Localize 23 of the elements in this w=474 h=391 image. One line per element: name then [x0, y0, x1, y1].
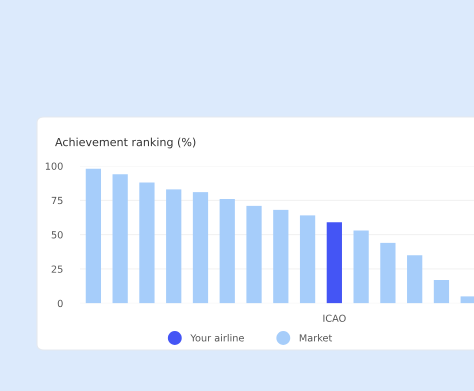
- bar: [220, 198, 235, 304]
- bar: [353, 230, 369, 304]
- bar: [300, 215, 316, 304]
- bar: [139, 182, 155, 304]
- bar: [434, 280, 450, 304]
- chart-title: Achievement ranking (%): [55, 138, 196, 148]
- legend-label: Market: [300, 334, 332, 342]
- bar: [380, 242, 396, 304]
- y-tick-label: 25: [52, 265, 62, 273]
- y-tick-label: 100: [46, 162, 63, 170]
- y-tick-label: 0: [58, 300, 63, 308]
- bar: [112, 174, 128, 304]
- bar: [407, 255, 422, 304]
- y-tick-label: 50: [52, 231, 63, 238]
- bar: [86, 168, 102, 304]
- bar: [273, 210, 288, 304]
- bar: [192, 192, 208, 304]
- bar: [246, 206, 262, 304]
- y-tick-label: 75: [52, 196, 62, 204]
- bar: [166, 189, 182, 304]
- legend-label: Your airline: [190, 334, 244, 342]
- bar: [326, 222, 342, 304]
- x-tick-label: ICAO: [323, 314, 346, 322]
